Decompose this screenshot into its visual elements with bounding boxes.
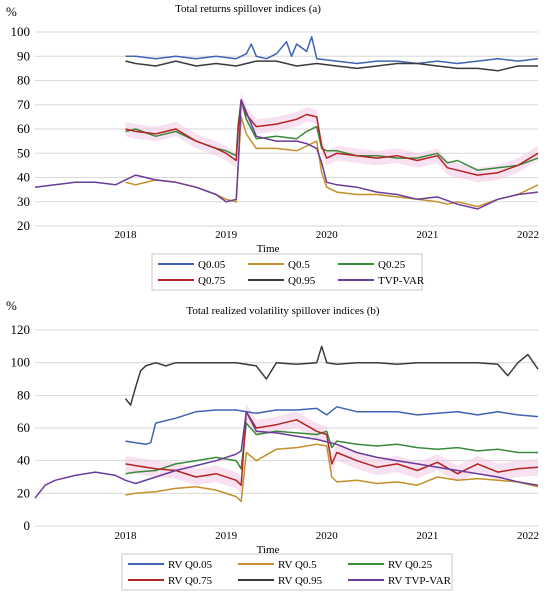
confidence-band (125, 403, 538, 494)
series-line-q005 (125, 36, 539, 65)
series-line-q095 (125, 60, 538, 72)
x-tick-label: 2022 (517, 229, 539, 241)
chart-panel-returns: Total returns spillover indices (a) % 20… (6, 3, 539, 291)
y-tick-label: 60 (17, 420, 30, 435)
legend: Q0.05 Q0.5 Q0.25 Q0.75 Q0.95 TVP-VAR (151, 253, 425, 291)
legend-label: RV Q0.75 (168, 575, 213, 587)
x-tick-labels: 2018 2019 2020 2021 2022 (115, 530, 539, 542)
x-tick-label: 2021 (416, 530, 438, 542)
y-tick-label: 40 (17, 170, 30, 185)
y-tick-label: 80 (17, 73, 30, 88)
legend-label: RV Q0.25 (388, 559, 433, 571)
y-tick-label: 100 (11, 24, 31, 39)
x-tick-label: 2020 (316, 229, 339, 241)
series-line-tvp-var (34, 410, 539, 499)
legend-box (151, 253, 423, 291)
y-tick-label: 90 (17, 48, 30, 63)
series-lines (34, 345, 539, 503)
x-tick-label: 2022 (517, 530, 539, 542)
chart-panel-volatility: Total realized volatility spillover indi… (6, 298, 539, 591)
chart-title: Total returns spillover indices (a) (175, 3, 321, 15)
x-axis-label: Time (257, 544, 280, 556)
x-tick-label: 2019 (215, 530, 238, 542)
y-tick-labels: 20 30 40 50 60 70 80 90 100 (11, 24, 31, 233)
series-line-q095 (124, 345, 539, 406)
y-tick-label: 30 (17, 194, 30, 209)
y-axis-label: % (6, 298, 17, 313)
legend-label: RV Q0.05 (168, 559, 213, 571)
y-axis-label: % (6, 4, 17, 19)
series-line-q075 (125, 99, 539, 176)
y-tick-label: 0 (24, 518, 31, 533)
y-tick-label: 60 (17, 121, 30, 136)
x-axis-label: Time (257, 243, 280, 255)
y-tick-label: 80 (17, 387, 30, 402)
x-tick-label: 2020 (316, 530, 339, 542)
legend-box (121, 553, 453, 591)
series-line-q05 (125, 443, 539, 503)
y-tick-label: 100 (11, 355, 31, 370)
legend-label: Q0.75 (198, 275, 226, 287)
legend-label: Q0.95 (288, 275, 316, 287)
x-tick-label: 2018 (115, 530, 138, 542)
x-tick-labels: 2018 2019 2020 2021 2022 (115, 229, 539, 241)
y-tick-label: 40 (17, 453, 30, 468)
series-line-q075 (125, 410, 539, 486)
legend: RV Q0.05 RV Q0.5 RV Q0.25 RV Q0.75 RV Q0.95 R… (121, 553, 453, 591)
x-tick-label: 2018 (115, 229, 138, 241)
y-tick-label: 120 (11, 322, 31, 337)
y-tick-labels: 0 20 40 60 80 100 120 (11, 322, 31, 533)
legend-label: RV Q0.95 (278, 575, 323, 587)
legend-label: Q0.05 (198, 259, 226, 271)
series-lines (34, 36, 539, 210)
series-line-q005 (125, 406, 539, 446)
y-tick-label: 50 (17, 145, 30, 160)
band-area (125, 403, 538, 494)
legend-label: RV Q0.5 (278, 559, 317, 571)
confidence-band (125, 92, 538, 183)
x-tick-label: 2019 (215, 229, 238, 241)
y-tick-label: 20 (17, 485, 30, 500)
legend-label: TVP-VAR (378, 275, 425, 287)
y-tick-label: 70 (17, 97, 30, 112)
legend-label: Q0.25 (378, 259, 406, 271)
series-line-tvp-var (34, 99, 539, 210)
x-tick-label: 2021 (416, 229, 438, 241)
chart-title: Total realized volatility spillover indi… (186, 305, 380, 317)
legend-label: RV TVP-VAR (388, 575, 452, 587)
band-area (125, 92, 538, 183)
legend-label: Q0.5 (288, 259, 310, 271)
y-tick-label: 20 (17, 218, 30, 233)
